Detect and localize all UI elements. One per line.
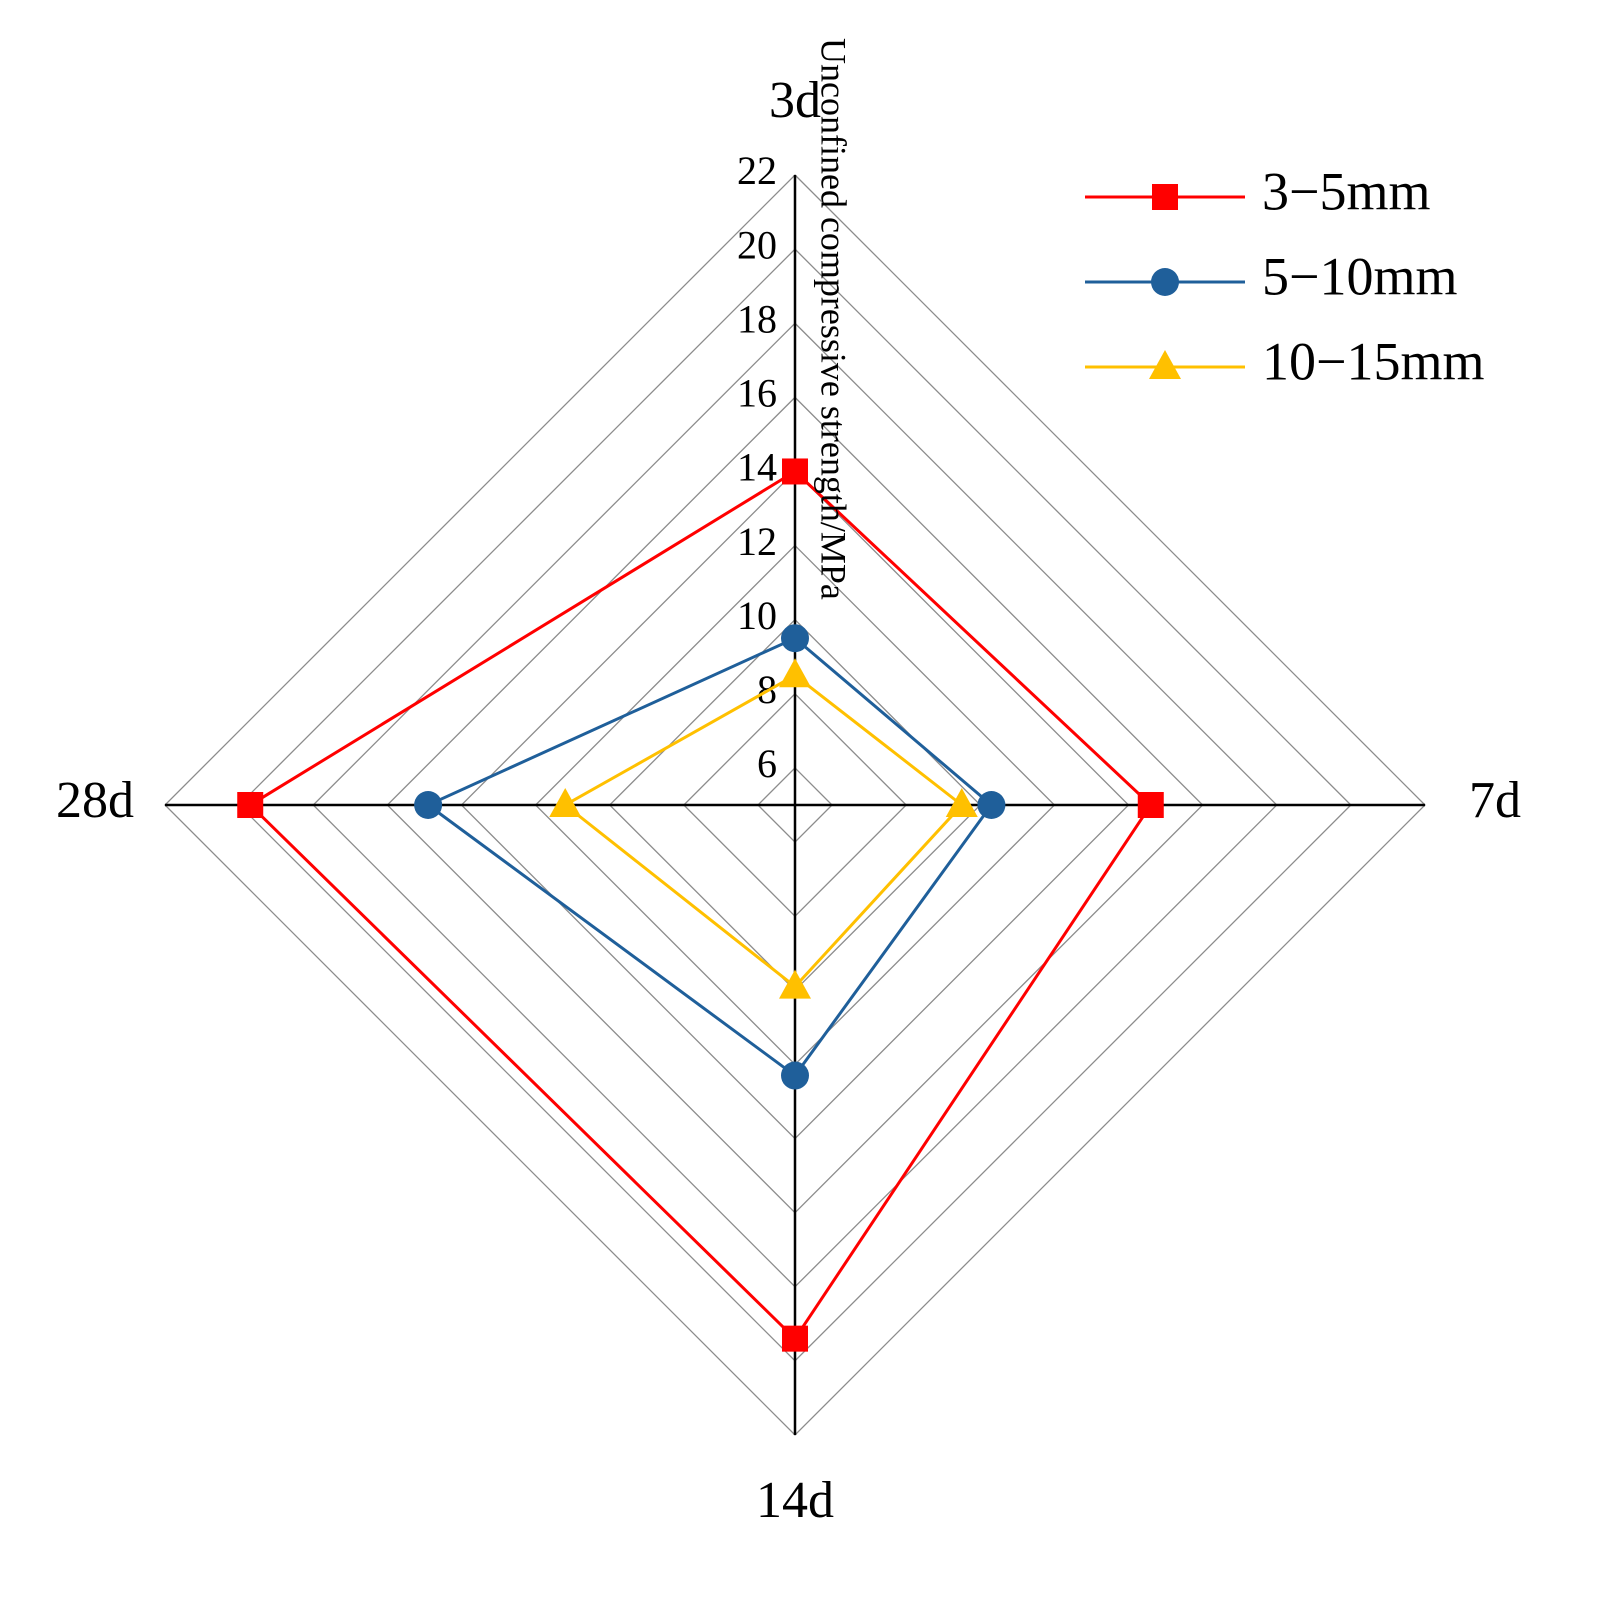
y-tick-label: 12 [737, 519, 777, 564]
marker [237, 792, 264, 818]
axis-title: Unconfined compressive strength/MPa [814, 38, 854, 600]
legend: 3−5mm 5−10mm 10−15mm [1085, 161, 1484, 391]
legend-label: 10−15mm [1262, 331, 1484, 391]
category-label: 3d [769, 72, 821, 129]
y-tick-label: 16 [737, 371, 777, 416]
y-tick-label: 20 [737, 222, 777, 267]
y-tick-label: 22 [737, 148, 777, 193]
series [237, 458, 1164, 1352]
y-tick-label: 14 [737, 445, 777, 490]
marker [781, 624, 809, 653]
y-tick-label: 10 [737, 593, 777, 638]
marker [782, 1325, 808, 1352]
marker [779, 969, 811, 999]
marker [779, 658, 811, 688]
marker [1149, 350, 1181, 379]
category-label: 28d [56, 772, 134, 829]
category-label: 7d [1469, 772, 1521, 829]
y-tick-label: 18 [737, 296, 777, 341]
marker [414, 791, 443, 819]
marker [549, 788, 582, 817]
category-label: 14d [756, 1472, 834, 1529]
legend-label: 5−10mm [1262, 246, 1457, 306]
series-line [247, 469, 1153, 1341]
legend-label: 3−5mm [1262, 161, 1430, 221]
marker [945, 788, 978, 817]
y-tick-label: 6 [757, 741, 777, 786]
marker [782, 458, 808, 485]
marker [781, 1061, 809, 1090]
marker [977, 791, 1006, 819]
marker [1137, 792, 1164, 818]
marker [1152, 184, 1178, 210]
marker [1151, 268, 1179, 296]
series-line [562, 673, 964, 989]
